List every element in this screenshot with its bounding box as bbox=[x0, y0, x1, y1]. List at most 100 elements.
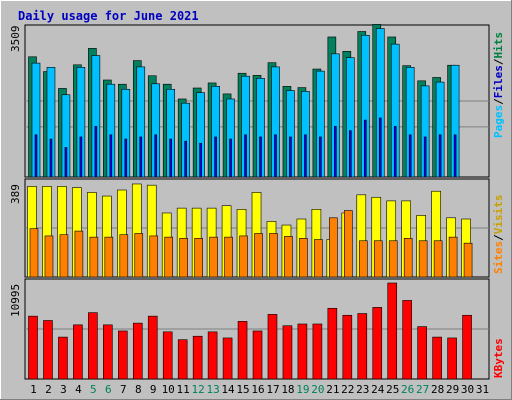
visits-bar-sites-day-15 bbox=[239, 235, 248, 278]
x-tick-label-day-25: 25 bbox=[386, 383, 399, 396]
visits-bar-sites-day-13 bbox=[209, 236, 218, 278]
kbytes-bar-kbytes-day-20 bbox=[312, 323, 323, 380]
svg-text:Pages/Files/Hits: Pages/Files/Hits bbox=[492, 32, 505, 138]
hits-bar-pages-day-20 bbox=[319, 136, 322, 178]
svg-text:KBytes: KBytes bbox=[492, 338, 505, 378]
x-tick-label-day-24: 24 bbox=[371, 383, 385, 396]
hits-bar-pages-day-14 bbox=[229, 138, 232, 178]
x-tick-label-day-18: 18 bbox=[281, 383, 294, 396]
visits-bar-sites-day-19 bbox=[299, 238, 308, 278]
visits-bar-sites-day-20 bbox=[314, 239, 323, 278]
hits-bar-pages-day-24 bbox=[378, 117, 382, 178]
visits-bar-sites-day-17 bbox=[269, 233, 278, 278]
hits-bar-pages-day-1 bbox=[34, 134, 38, 178]
x-tick-label-day-7: 7 bbox=[120, 383, 127, 396]
x-tick-label-day-10: 10 bbox=[162, 383, 175, 396]
hits-bar-pages-day-22 bbox=[349, 130, 352, 178]
visits-bar-sites-day-18 bbox=[284, 236, 293, 278]
x-tick-label-day-6: 6 bbox=[105, 383, 112, 396]
kbytes-bar-kbytes-day-15 bbox=[237, 321, 248, 380]
hits-bar-pages-day-19 bbox=[304, 134, 307, 178]
visits-bar-sites-day-11 bbox=[179, 238, 188, 278]
hits-bar-pages-day-25 bbox=[393, 126, 397, 178]
kbytes-bar-kbytes-day-16 bbox=[252, 330, 263, 380]
legend-visits: Visits bbox=[492, 195, 505, 235]
x-tick-label-day-27: 27 bbox=[416, 383, 429, 396]
x-tick-label-day-20: 20 bbox=[311, 383, 324, 396]
kbytes-bar-kbytes-day-28 bbox=[432, 336, 442, 380]
legend-sep-2: / bbox=[492, 58, 505, 65]
kbytes-bar-kbytes-day-18 bbox=[282, 325, 293, 380]
kbytes-bar-kbytes-day-27 bbox=[417, 326, 427, 380]
x-tick-label-day-29: 29 bbox=[446, 383, 459, 396]
legend-visits-panel: Sites/Visits bbox=[492, 195, 505, 275]
visits-bar-sites-day-23 bbox=[358, 240, 368, 278]
hits-bar-pages-day-26 bbox=[408, 134, 412, 178]
hits-bar-pages-day-2 bbox=[49, 138, 53, 178]
kbytes-bar-kbytes-day-2 bbox=[43, 320, 53, 380]
visits-bar-sites-day-25 bbox=[388, 240, 398, 278]
kbytes-bar-kbytes-day-19 bbox=[297, 323, 308, 380]
x-axis-labels: 1 2 3 4 5 6 7 8 9 10 11 12 13 14 15 16 17 18 19 20 21 22 23 24 2… bbox=[30, 383, 489, 396]
visits-max-label: 389 bbox=[9, 184, 22, 204]
x-tick-label-day-22: 22 bbox=[341, 383, 354, 396]
hits-bar-pages-day-27 bbox=[423, 136, 427, 178]
kbytes-bar-kbytes-day-26 bbox=[402, 300, 412, 380]
legend-kbytes-panel: KBytes bbox=[492, 338, 505, 378]
visits-bar-sites-day-21 bbox=[329, 217, 338, 278]
kbytes-bar-kbytes-day-10 bbox=[162, 331, 173, 380]
x-tick-label-day-4: 4 bbox=[75, 383, 82, 396]
visits-bar-sites-day-12 bbox=[194, 238, 203, 278]
visits-bar-sites-day-6 bbox=[104, 236, 114, 278]
kbytes-bar-kbytes-day-6 bbox=[103, 324, 113, 380]
visits-bar-sites-day-10 bbox=[164, 236, 174, 278]
hits-bar-pages-day-11 bbox=[184, 140, 187, 178]
visits-bar-sites-day-2 bbox=[44, 235, 54, 278]
hits-bar-pages-day-16 bbox=[259, 136, 262, 178]
kbytes-bar-kbytes-day-8 bbox=[132, 322, 143, 380]
hits-bar-pages-day-13 bbox=[214, 136, 217, 178]
hits-bar-pages-day-5 bbox=[94, 126, 98, 178]
hits-bar-pages-day-12 bbox=[199, 142, 202, 178]
kbytes-bar-kbytes-day-17 bbox=[267, 314, 278, 380]
visits-bar-sites-day-22 bbox=[344, 210, 353, 278]
legend-pages: Pages bbox=[492, 105, 505, 138]
x-tick-label-day-21: 21 bbox=[326, 383, 339, 396]
hits-bar-pages-day-8 bbox=[139, 136, 143, 178]
legend-sites: Sites bbox=[492, 241, 505, 274]
kbytes-bar-kbytes-day-7 bbox=[118, 330, 128, 380]
kbytes-bar-kbytes-day-4 bbox=[73, 324, 83, 380]
x-tick-label-day-15: 15 bbox=[236, 383, 249, 396]
hits-bar-pages-day-15 bbox=[244, 134, 247, 178]
x-tick-label-day-5: 5 bbox=[90, 383, 97, 396]
x-tick-label-day-12: 12 bbox=[192, 383, 205, 396]
x-tick-label-day-1: 1 bbox=[30, 383, 37, 396]
kbytes-bar-kbytes-day-13 bbox=[207, 331, 218, 380]
x-tick-label-day-23: 23 bbox=[356, 383, 369, 396]
kbytes-bar-kbytes-day-24 bbox=[372, 307, 383, 380]
hits-bar-pages-day-6 bbox=[109, 134, 113, 178]
kbytes-bar-kbytes-day-3 bbox=[58, 336, 68, 380]
hits-bar-pages-day-10 bbox=[169, 138, 173, 178]
kbytes-bar-kbytes-day-25 bbox=[387, 282, 398, 380]
x-tick-label-day-28: 28 bbox=[431, 383, 444, 396]
kbytes-bar-kbytes-day-9 bbox=[147, 315, 158, 380]
hits-bar-pages-day-18 bbox=[289, 136, 292, 178]
hits-bar-pages-day-28 bbox=[438, 134, 442, 178]
legend-sep-3: / bbox=[492, 234, 505, 241]
kbytes-bar-kbytes-day-23 bbox=[357, 313, 368, 380]
hits-bar-pages-day-3 bbox=[64, 147, 68, 178]
visits-bar-sites-day-27 bbox=[418, 240, 428, 278]
svg-text:Sites/Visits: Sites/Visits bbox=[492, 195, 505, 275]
kbytes-max-label: 10995 bbox=[9, 284, 22, 317]
kbytes-bar-kbytes-day-30 bbox=[462, 314, 472, 380]
visits-bar-sites-day-1 bbox=[29, 228, 39, 278]
x-tick-label-day-3: 3 bbox=[60, 383, 67, 396]
kbytes-bar-kbytes-day-11 bbox=[177, 339, 188, 380]
visits-bar-sites-day-4 bbox=[74, 230, 84, 278]
visits-bar-sites-day-16 bbox=[254, 233, 263, 278]
visits-bar-sites-day-29 bbox=[448, 236, 458, 278]
x-tick-label-day-26: 26 bbox=[401, 383, 414, 396]
hits-bar-pages-day-23 bbox=[363, 119, 367, 178]
